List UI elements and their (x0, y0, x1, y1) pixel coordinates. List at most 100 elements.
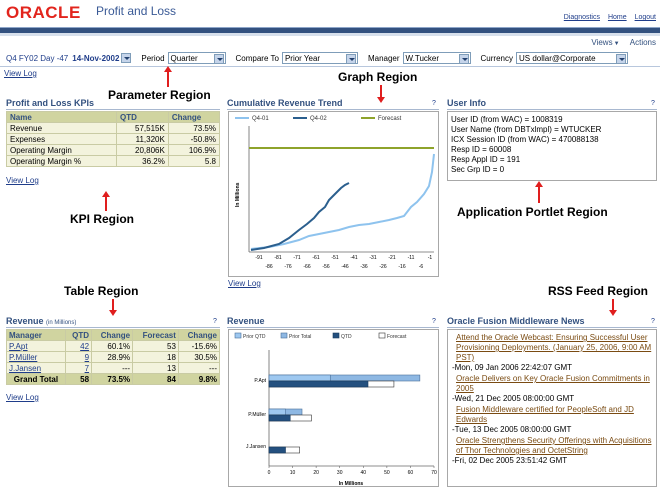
home-link[interactable]: Home (607, 14, 627, 21)
views-actions-bar: Views▼ Actions (583, 38, 656, 47)
qtd-link[interactable]: 9 (64, 351, 93, 363)
rev-forecast: 18 (132, 351, 179, 363)
qtd-link[interactable]: 7 (64, 362, 93, 374)
arrow-down-icon (109, 310, 117, 316)
rss-item-link[interactable]: Oracle Strengthens Security Offerings wi… (456, 436, 652, 455)
oracle-logo: ORACLE (6, 3, 81, 22)
x-tick: -76 (284, 264, 291, 270)
x-tick-label: 0 (268, 470, 271, 476)
kpi-name: Revenue (5, 122, 118, 134)
kpi-region-title: Profit and Loss KPIs (6, 98, 220, 110)
x-tick: -1 (428, 255, 433, 261)
help-icon[interactable]: ? (432, 100, 436, 107)
table-row: P.Müller 9 28.9% 18 30.5% (6, 351, 221, 363)
kpi-header-qtd[interactable]: QTD (116, 111, 169, 123)
compare-select[interactable]: Prior Year (281, 52, 358, 64)
currency-select[interactable]: US dollar@Corporate (515, 52, 628, 64)
arrow-down-icon (609, 310, 617, 316)
rev-change: 60.1% (91, 340, 134, 352)
kpi-header-change[interactable]: Change (167, 111, 221, 123)
parameter-region: Q4 FY02 Day -47 14-Nov-2002 Period Quart… (6, 50, 628, 66)
chevron-down-icon (345, 54, 356, 64)
revenue-chart-title: Revenue (227, 316, 439, 328)
user-info-line: Resp Appl ID = 191 (451, 155, 521, 164)
kpi-qtd: 11,320K (116, 133, 169, 145)
manager-link[interactable]: P.Apt (6, 340, 66, 352)
revenue-view-log-link[interactable]: View Log (6, 393, 39, 402)
category-label: P.Apt (254, 378, 266, 384)
caret-down-icon: ▼ (613, 41, 620, 47)
x-tick: -86 (265, 264, 272, 270)
kpi-name: Operating Margin (5, 144, 118, 156)
global-links: Diagnostics Home Logout (558, 14, 656, 21)
app-title: Profit and Loss (96, 4, 177, 18)
diagnostics-link[interactable]: Diagnostics (563, 14, 600, 21)
calendar-dropdown-button[interactable] (121, 53, 132, 63)
parameter-region-annotation: Parameter Region (108, 88, 211, 102)
manager-select[interactable]: W.Tucker (402, 52, 471, 64)
rev-header-change2[interactable]: Change (177, 329, 221, 341)
trend-chart-svg: Q4-01 Q4-02 Forecast In Millions -91 -81… (235, 116, 435, 270)
kpi-header-name[interactable]: Name (5, 111, 118, 123)
category-label: J.Jansen (246, 444, 266, 450)
application-region-annotation: Application Portlet Region (457, 205, 608, 219)
rss-item-date: -Fri, 02 Dec 2005 23:51:42 GMT (452, 456, 568, 465)
user-info-line: User Name (from DBTxlmpl) = WTUCKER (451, 125, 602, 134)
compare-label: Compare To (235, 53, 279, 63)
help-icon[interactable]: ? (651, 318, 655, 325)
rev-header-manager[interactable]: Manager (6, 329, 66, 341)
category-label: P.Müller (248, 412, 266, 418)
help-icon[interactable]: ? (213, 318, 217, 325)
logout-link[interactable]: Logout (634, 14, 656, 21)
rss-item-link[interactable]: Oracle Delivers on Key Oracle Fusion Com… (456, 374, 650, 393)
revenue-title-text: Revenue (6, 316, 44, 326)
table-row: Operating Margin % 36.2% 5.8 (5, 155, 221, 167)
view-log-link[interactable]: View Log (4, 69, 37, 78)
bar-prior-qtd (268, 408, 286, 416)
x-tick: -41 (350, 255, 357, 261)
actions-menu[interactable]: Actions (629, 38, 656, 47)
y-axis-label: In Millions (235, 182, 241, 207)
period-select[interactable]: Quarter (167, 52, 226, 64)
help-icon[interactable]: ? (432, 318, 436, 325)
rev-header-qtd[interactable]: QTD (64, 329, 93, 341)
kpi-qtd: 20,806K (116, 144, 169, 156)
parameter-arrow (167, 72, 169, 87)
legend-swatch (378, 332, 386, 339)
legend-q401: Q4-01 (252, 116, 269, 122)
trend-view-log-link[interactable]: View Log (228, 279, 261, 288)
bar-prior-qtd (268, 374, 331, 382)
revenue-table-title: Revenue (in Millions) (6, 316, 220, 328)
rss-item-link[interactable]: Fusion Middleware certified for PeopleSo… (456, 405, 634, 424)
x-tick: -46 (341, 264, 348, 270)
legend-forecast: Forecast (378, 116, 402, 122)
kpi-qtd: 36.2% (116, 155, 169, 167)
x-tick: -66 (303, 264, 310, 270)
revenue-legend: Prior QTD Prior Total QTD Forecast (234, 332, 407, 340)
x-tick-label: 70 (431, 470, 437, 476)
x-tick: -31 (369, 255, 376, 261)
revenue-chart: Prior QTD Prior Total QTD Forecast P.Apt P.M… (228, 329, 439, 487)
x-tick-label: 60 (408, 470, 414, 476)
table-row: J.Jansen 7 --- 13 --- (6, 362, 221, 374)
legend-label: QTD (341, 334, 352, 340)
legend-swatch (280, 332, 288, 339)
revenue-bars: P.Apt P.Müller J.Jansen (246, 374, 421, 454)
rss-item-link[interactable]: Attend the Oracle Webcast: Ensuring Succ… (456, 333, 652, 362)
manager-link[interactable]: P.Müller (6, 351, 66, 363)
arrow-up-icon (164, 66, 172, 72)
x-tick: -91 (255, 255, 262, 261)
qtd-link[interactable]: 42 (64, 340, 93, 352)
grand-total-row: Grand Total 58 73.5% 84 9.8% (6, 373, 221, 385)
kpi-view-log-link[interactable]: View Log (6, 176, 39, 185)
rev-header-forecast[interactable]: Forecast (132, 329, 179, 341)
currency-select-value: US dollar@Corporate (518, 53, 596, 63)
table-region-annotation: Table Region (64, 284, 139, 298)
table-row: Operating Margin 20,806K 106.9% (5, 144, 221, 156)
rev-header-change[interactable]: Change (91, 329, 134, 341)
help-icon[interactable]: ? (651, 100, 655, 107)
rev-change: --- (91, 362, 134, 374)
bar-qtd (268, 380, 369, 388)
manager-link[interactable]: J.Jansen (6, 362, 66, 374)
views-menu[interactable]: Views▼ (591, 38, 619, 47)
